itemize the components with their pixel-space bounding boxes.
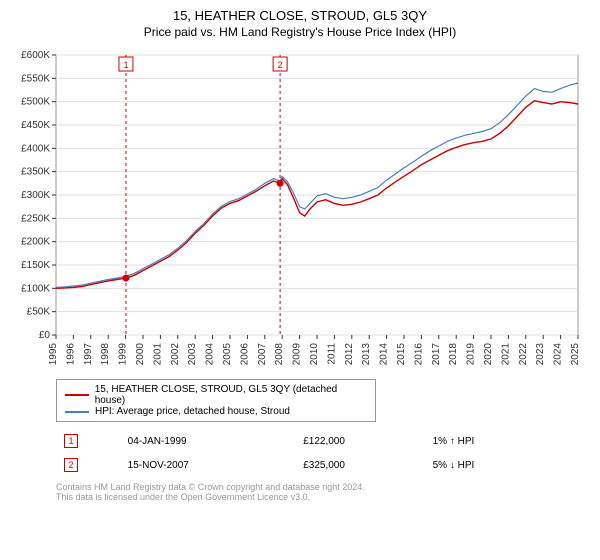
svg-text:2020: 2020: [483, 343, 494, 366]
svg-text:£600K: £600K: [21, 50, 50, 61]
svg-text:2014: 2014: [379, 343, 390, 366]
legend-label-red: 15, HEATHER CLOSE, STROUD, GL5 3QY (deta…: [95, 384, 367, 406]
sale-delta: 1% ↑ HPI: [427, 430, 554, 452]
sales-table: 1 04-JAN-1999£122,0001% ↑ HPI 2 15-NOV-2007…: [56, 428, 556, 478]
svg-text:2010: 2010: [309, 343, 320, 366]
svg-text:£0: £0: [39, 330, 51, 341]
svg-text:1997: 1997: [83, 343, 94, 366]
svg-text:2019: 2019: [466, 343, 477, 366]
chart-container: 15, HEATHER CLOSE, STROUD, GL5 3QY Price…: [0, 0, 600, 560]
svg-text:1: 1: [123, 60, 128, 70]
svg-text:2006: 2006: [239, 343, 250, 366]
svg-text:2005: 2005: [222, 343, 233, 366]
sale-price: £325,000: [297, 454, 424, 476]
svg-text:£50K: £50K: [27, 307, 51, 318]
legend: 15, HEATHER CLOSE, STROUD, GL5 3QY (deta…: [56, 379, 376, 422]
svg-text:£150K: £150K: [21, 260, 50, 271]
svg-text:2025: 2025: [570, 343, 581, 366]
svg-text:£400K: £400K: [21, 143, 50, 154]
svg-text:2: 2: [278, 60, 283, 70]
svg-text:1995: 1995: [48, 343, 59, 366]
svg-text:2017: 2017: [431, 343, 442, 366]
page-subtitle: Price paid vs. HM Land Registry's House …: [8, 25, 592, 39]
svg-text:2022: 2022: [518, 343, 529, 366]
legend-label-blue: HPI: Average price, detached house, Stro…: [95, 406, 290, 417]
svg-text:£350K: £350K: [21, 167, 50, 178]
svg-text:2009: 2009: [292, 343, 303, 366]
svg-text:2001: 2001: [152, 343, 163, 366]
svg-text:£250K: £250K: [21, 213, 50, 224]
svg-text:2021: 2021: [500, 343, 511, 366]
svg-text:£200K: £200K: [21, 237, 50, 248]
legend-row-red: 15, HEATHER CLOSE, STROUD, GL5 3QY (deta…: [65, 384, 367, 406]
svg-text:2011: 2011: [326, 343, 337, 365]
sale-date: 15-NOV-2007: [122, 454, 296, 476]
chart: £0 £50K £100K £150K £200K £250K £300K £350K £400…: [8, 45, 592, 375]
legend-row-blue: HPI: Average price, detached house, Stro…: [65, 406, 367, 417]
svg-text:1998: 1998: [100, 343, 111, 366]
sales-row: 1 04-JAN-1999£122,0001% ↑ HPI: [58, 430, 554, 452]
license-line1: Contains HM Land Registry data © Crown c…: [56, 482, 592, 492]
legend-swatch-blue: [65, 411, 89, 413]
sale-date: 04-JAN-1999: [122, 430, 296, 452]
svg-text:£450K: £450K: [21, 120, 50, 131]
svg-text:2000: 2000: [135, 343, 146, 366]
svg-text:£500K: £500K: [21, 97, 50, 108]
sale-marker-icon: 2: [64, 458, 78, 472]
svg-text:1996: 1996: [65, 343, 76, 366]
svg-text:2008: 2008: [274, 343, 285, 366]
svg-text:2024: 2024: [553, 343, 564, 366]
license-text: Contains HM Land Registry data © Crown c…: [56, 482, 592, 502]
page-title: 15, HEATHER CLOSE, STROUD, GL5 3QY: [8, 8, 592, 23]
svg-text:2012: 2012: [344, 343, 355, 366]
sales-row: 2 15-NOV-2007£325,0005% ↓ HPI: [58, 454, 554, 476]
svg-text:£300K: £300K: [21, 190, 50, 201]
sale-marker-icon: 1: [64, 434, 78, 448]
legend-swatch-red: [65, 394, 89, 396]
svg-text:2015: 2015: [396, 343, 407, 366]
svg-text:2018: 2018: [448, 343, 459, 366]
license-line2: This data is licensed under the Open Gov…: [56, 492, 592, 502]
sale-delta: 5% ↓ HPI: [427, 454, 554, 476]
svg-text:2023: 2023: [535, 343, 546, 366]
line-chart-svg: £0 £50K £100K £150K £200K £250K £300K £350K £400…: [8, 45, 588, 375]
svg-text:1999: 1999: [118, 343, 129, 366]
svg-text:2007: 2007: [257, 343, 268, 366]
svg-text:£100K: £100K: [21, 283, 50, 294]
svg-text:2016: 2016: [413, 343, 424, 366]
svg-text:2013: 2013: [361, 343, 372, 366]
sale-price: £122,000: [297, 430, 424, 452]
svg-text:2003: 2003: [187, 343, 198, 366]
svg-text:2004: 2004: [205, 343, 216, 366]
svg-text:2002: 2002: [170, 343, 181, 366]
svg-text:£550K: £550K: [21, 73, 50, 84]
